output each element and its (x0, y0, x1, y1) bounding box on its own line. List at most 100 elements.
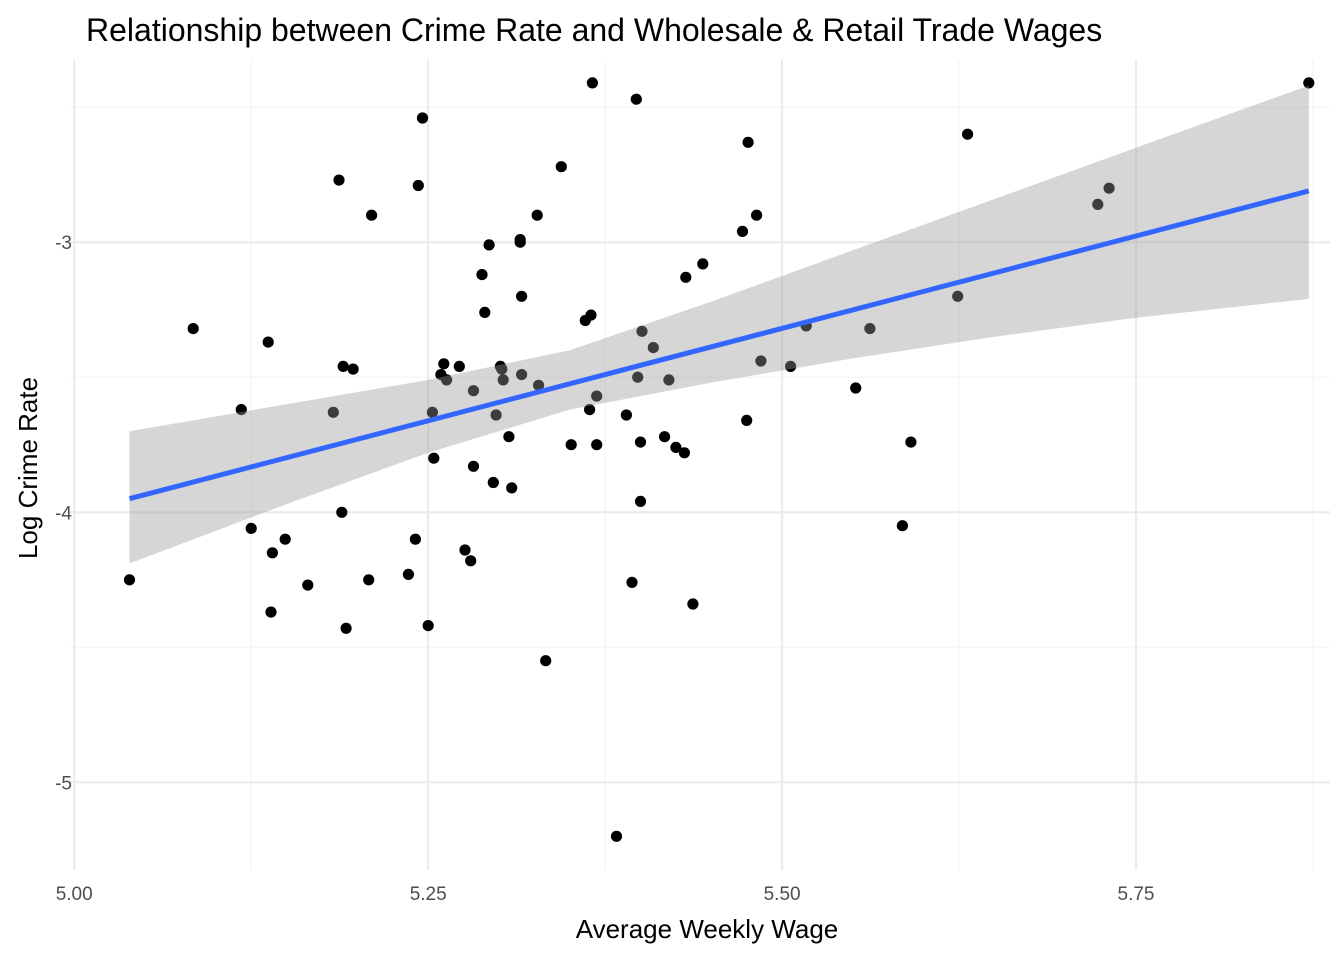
data-point (336, 506, 348, 518)
data-point (634, 436, 647, 448)
data-point (422, 620, 434, 632)
x-axis-title: Average Weekly Wage (576, 914, 839, 944)
data-point (262, 336, 274, 348)
data-point (785, 360, 797, 372)
data-point (680, 271, 692, 283)
data-point (333, 174, 345, 186)
data-point (659, 431, 671, 443)
data-point (584, 404, 596, 416)
y-axis-title: Log Crime Rate (13, 377, 43, 559)
data-point (516, 290, 528, 302)
data-point (896, 520, 909, 532)
data-point (506, 482, 518, 494)
chart-title: Relationship between Crime Rate and Whol… (86, 12, 1102, 48)
data-point (516, 369, 528, 381)
data-point (479, 306, 491, 318)
data-point (1103, 182, 1115, 194)
data-point (630, 93, 642, 105)
y-tick-labels: -3 -4 -5 (55, 233, 72, 794)
data-point (366, 209, 378, 221)
data-point (453, 360, 465, 372)
data-point (610, 830, 623, 842)
data-point (327, 406, 339, 418)
data-point (514, 236, 526, 248)
data-point (503, 431, 515, 443)
data-point (347, 363, 359, 375)
data-point (235, 404, 247, 416)
data-point (663, 374, 675, 386)
data-point (742, 136, 754, 148)
data-point (467, 460, 480, 472)
data-point (459, 544, 471, 556)
data-point (438, 358, 450, 370)
data-point (476, 269, 488, 281)
data-point (426, 406, 438, 418)
data-point (620, 409, 633, 421)
data-point (864, 323, 876, 335)
data-point (741, 414, 753, 426)
data-point (565, 439, 577, 451)
data-point (496, 363, 508, 375)
data-point (412, 179, 424, 192)
data-point (490, 409, 502, 421)
data-point (678, 447, 691, 459)
data-point (751, 209, 763, 221)
data-point (634, 495, 647, 507)
data-point (626, 576, 638, 589)
data-point (363, 574, 375, 586)
x-tick-label: 5.00 (56, 884, 93, 905)
data-point (850, 382, 862, 394)
data-point (467, 385, 480, 397)
regression-line (128, 188, 1310, 502)
data-point (591, 390, 603, 402)
data-point (687, 598, 699, 610)
data-point (187, 323, 199, 335)
data-point (952, 290, 964, 302)
confidence-band (129, 85, 1309, 564)
data-point (962, 128, 974, 140)
data-point (279, 533, 291, 545)
data-point (555, 161, 567, 173)
data-point (697, 258, 709, 270)
x-tick-label: 5.75 (1118, 884, 1155, 905)
data-point (302, 579, 314, 591)
data-point (531, 209, 543, 221)
x-tick-labels: 5.00 5.25 5.50 5.75 (56, 884, 1155, 905)
data-point (416, 112, 429, 124)
data-point (755, 355, 767, 367)
y-tick-label: -4 (55, 503, 72, 524)
x-tick-label: 5.50 (764, 884, 801, 905)
data-point (483, 239, 495, 251)
data-point (736, 225, 749, 237)
data-point (1303, 77, 1315, 89)
x-tick-label: 5.25 (410, 884, 447, 905)
data-point (340, 622, 352, 634)
data-point (636, 325, 648, 337)
data-point (591, 439, 603, 451)
fit-line-layer (128, 188, 1310, 502)
data-point (245, 522, 257, 535)
data-point (533, 379, 545, 391)
data-point (402, 568, 414, 581)
data-point (265, 606, 277, 618)
points-layer (123, 77, 1315, 842)
data-point (123, 574, 136, 586)
data-point (487, 476, 499, 489)
y-tick-label: -5 (55, 773, 72, 794)
data-point (465, 555, 477, 567)
data-point (1092, 198, 1104, 210)
data-point (670, 441, 682, 453)
data-point (497, 374, 509, 386)
data-point (428, 452, 440, 464)
confidence-band-layer (129, 85, 1309, 564)
data-point (905, 436, 917, 448)
data-point (585, 309, 597, 321)
data-point (540, 655, 552, 667)
data-point (586, 77, 599, 89)
data-point (266, 547, 278, 559)
y-tick-label: -3 (55, 233, 72, 254)
data-point (647, 342, 659, 354)
grid-layer (70, 60, 1330, 870)
